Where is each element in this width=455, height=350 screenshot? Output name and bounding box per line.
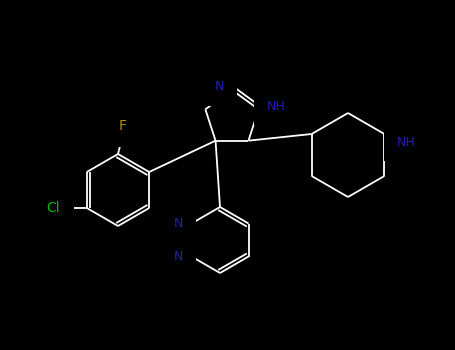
Text: N: N: [174, 217, 183, 230]
Text: Cl: Cl: [46, 201, 60, 215]
Text: N: N: [215, 80, 224, 93]
Text: NH: NH: [267, 100, 285, 113]
Text: NH: NH: [396, 135, 415, 148]
Text: F: F: [119, 119, 127, 133]
Text: N: N: [174, 250, 183, 263]
